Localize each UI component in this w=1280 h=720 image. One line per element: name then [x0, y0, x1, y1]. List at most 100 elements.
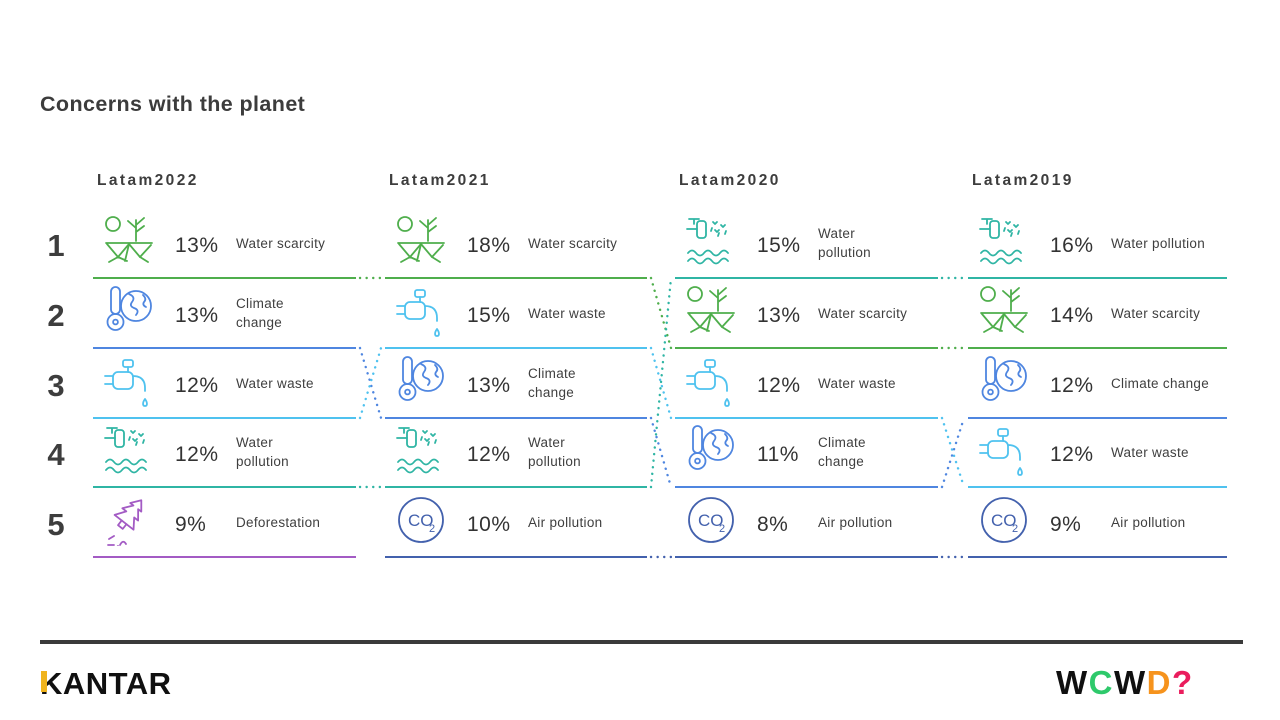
concern-label: Climate change: [236, 296, 284, 330]
water-pollution-icon: [104, 427, 147, 474]
water-scarcity-icon: [397, 216, 445, 263]
concern-label: Water scarcity: [528, 235, 618, 251]
concern-icon-box: [103, 285, 155, 337]
percentage-value: 8%: [757, 513, 789, 536]
water-scarcity-icon: [980, 286, 1028, 333]
concern-cell: 15% Water waste: [385, 281, 647, 349]
percentage-value: 15%: [467, 304, 511, 327]
percentage-value: 9%: [1050, 513, 1082, 536]
trend-connector: [940, 416, 966, 489]
concern-cell: 15% Water pollution: [675, 211, 938, 279]
rank-underline: [385, 417, 647, 419]
concern-label: Water pollution: [528, 435, 581, 469]
rank-underline: [93, 417, 356, 419]
percentage-value: 12%: [175, 374, 219, 397]
concern-label: Climate change: [818, 435, 866, 469]
percentage-value: 13%: [467, 374, 511, 397]
rank-underline: [675, 277, 938, 279]
rank-number: 4: [47, 437, 65, 472]
percentage-value: 13%: [757, 304, 801, 327]
concern-label: Water waste: [818, 375, 896, 391]
column-header: Latam2019: [972, 172, 1074, 189]
percentage-value: 12%: [1050, 374, 1094, 397]
water-scarcity-icon: [105, 216, 153, 263]
climate-change-icon: [688, 425, 734, 470]
concern-label: Water scarcity: [1111, 305, 1201, 321]
concern-icon-box: [395, 285, 447, 337]
concern-icon-box: [103, 215, 155, 267]
rank-underline: [385, 486, 647, 488]
percentage-value: 16%: [1050, 234, 1094, 257]
concern-label: Water pollution: [818, 226, 871, 260]
concern-icon-box: [685, 424, 737, 476]
air-pollution-icon: CO2: [688, 497, 734, 543]
climate-change-icon: [106, 286, 152, 331]
concern-label: Water pollution: [236, 435, 289, 469]
rank-underline: [675, 486, 938, 488]
rank-underline: [93, 347, 356, 349]
concern-icon-box: [395, 355, 447, 407]
concern-icon-box: [978, 355, 1030, 407]
kantar-logo-accent-bar: [41, 671, 47, 692]
concern-label: Air pollution: [1111, 514, 1186, 530]
rank-underline: [968, 277, 1227, 279]
concern-icon-box: [978, 215, 1030, 267]
water-scarcity-icon: [687, 286, 735, 333]
rank-number: 1: [47, 228, 65, 263]
rank-underline: [93, 556, 356, 558]
concern-label: Air pollution: [818, 514, 893, 530]
concern-icon-box: [685, 285, 737, 337]
percentage-value: 11%: [757, 443, 799, 466]
percentage-value: 18%: [467, 234, 511, 257]
svg-text:2: 2: [1012, 523, 1018, 535]
concern-icon-box: [103, 355, 155, 407]
percentage-value: 12%: [175, 443, 219, 466]
column-header: Latam2021: [389, 172, 491, 189]
rank-underline: [968, 347, 1227, 349]
rank-underline: [93, 277, 356, 279]
wcwd-letter: D: [1146, 664, 1172, 701]
water-pollution-icon: [979, 218, 1022, 265]
rank-underline: [385, 277, 647, 279]
water-waste-icon: [979, 428, 1023, 476]
concern-label: Deforestation: [236, 514, 321, 530]
trend-connector: [649, 346, 673, 420]
concern-cell: 13% Water scarcity: [93, 211, 356, 279]
column-header: Latam2022: [97, 172, 199, 189]
concern-label: Water scarcity: [236, 235, 326, 251]
rank-underline: [93, 486, 356, 488]
concern-icon-box: [103, 424, 155, 476]
deforestation-icon: [107, 499, 143, 546]
rank-number: 3: [47, 368, 65, 403]
percentage-value: 12%: [467, 443, 511, 466]
water-waste-icon: [104, 359, 148, 407]
rank-number: 2: [47, 298, 65, 333]
concern-icon-box: CO 2: [395, 494, 447, 546]
concern-cell: 13% Climate change: [385, 351, 647, 419]
concern-label: Water pollution: [1111, 235, 1206, 251]
concern-icon-box: [978, 285, 1030, 337]
concern-cell: 14% Water scarcity: [968, 281, 1227, 349]
rank-underline: [385, 556, 647, 558]
rank-underline: [675, 556, 938, 558]
concern-label: Water scarcity: [818, 305, 908, 321]
concern-cell: 12% Water pollution: [93, 420, 356, 488]
concern-icon-box: [978, 424, 1030, 476]
concern-cell: 13% Climate change: [93, 281, 356, 349]
rank-underline: [968, 556, 1227, 558]
wcwd-letter: W: [1114, 664, 1147, 701]
svg-text:2: 2: [429, 523, 435, 535]
climate-change-icon: [981, 356, 1027, 401]
percentage-value: 12%: [1050, 443, 1094, 466]
rank-underline: [385, 347, 647, 349]
trend-connector: [649, 276, 673, 350]
rank-underline: [675, 347, 938, 349]
trend-connector: [649, 276, 673, 489]
concern-cell: 12% Water pollution: [385, 420, 647, 488]
water-pollution-icon: [686, 218, 729, 265]
percentage-value: 13%: [175, 234, 219, 257]
svg-text:CO: CO: [991, 511, 1017, 530]
concern-cell: 9% Deforestation: [93, 490, 356, 558]
